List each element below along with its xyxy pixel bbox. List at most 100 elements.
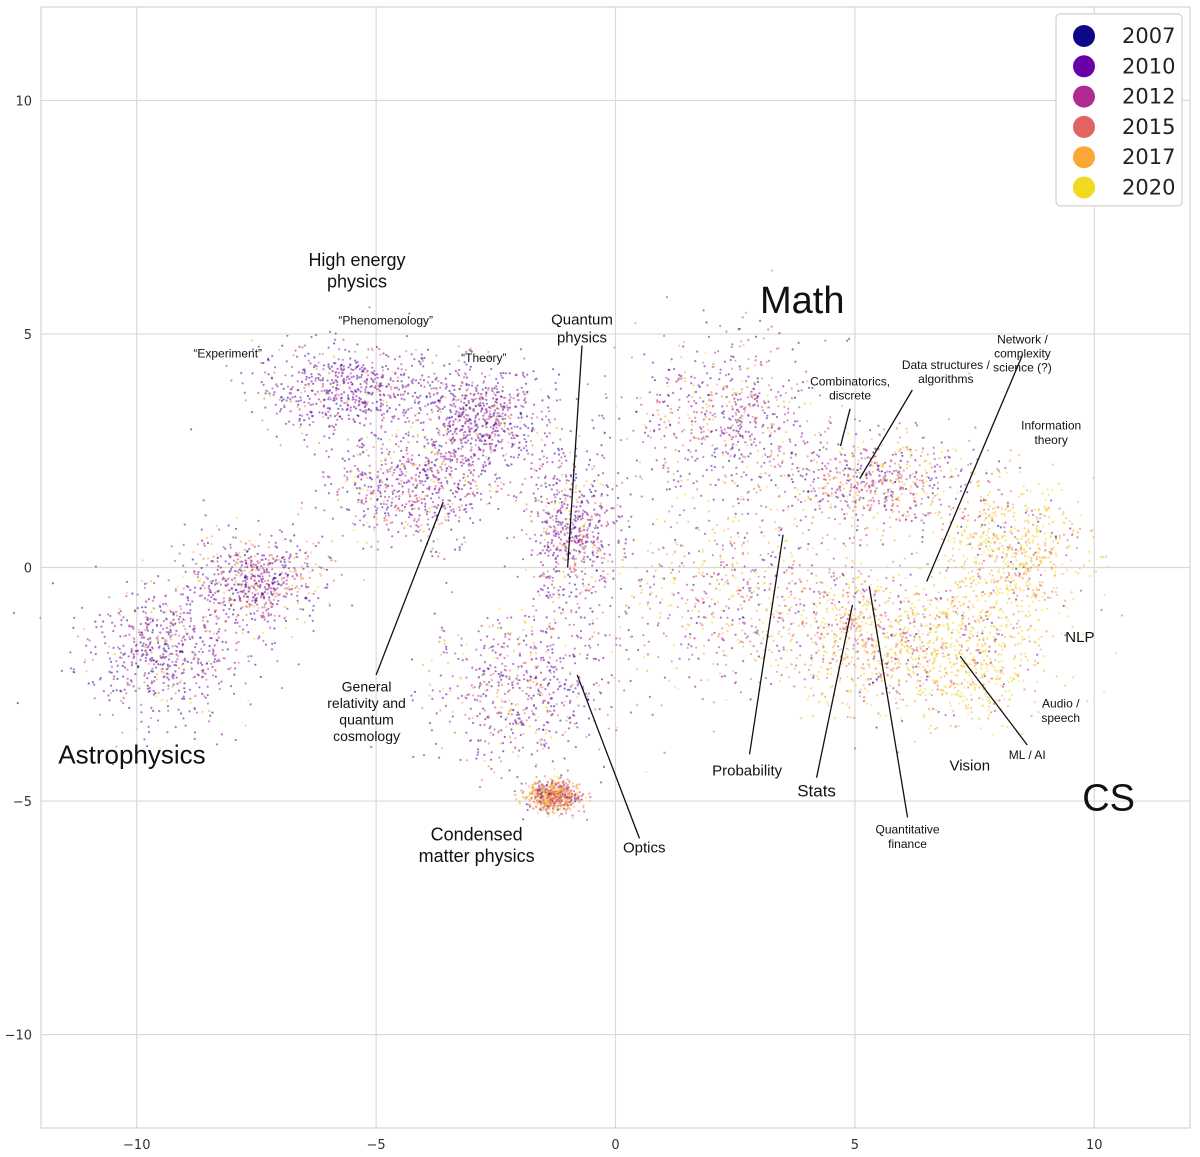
data-point: [89, 651, 92, 654]
data-point: [565, 695, 568, 698]
data-point: [381, 443, 384, 446]
data-point: [524, 782, 528, 785]
data-point: [570, 475, 573, 478]
data-point: [483, 404, 486, 407]
data-point: [212, 650, 215, 653]
data-point: [555, 399, 559, 402]
data-point: [530, 629, 533, 633]
data-point: [400, 368, 403, 371]
data-point: [534, 497, 537, 500]
data-point: [496, 657, 499, 660]
data-point: [418, 400, 421, 403]
data-point: [428, 461, 431, 464]
data-point: [198, 650, 201, 653]
data-point: [364, 391, 367, 394]
data-point: [152, 670, 155, 673]
data-point: [201, 640, 204, 643]
data-point: [458, 548, 461, 552]
data-point: [290, 587, 293, 591]
data-point: [496, 484, 499, 487]
data-point: [423, 356, 426, 360]
data-point: [322, 364, 326, 367]
data-point: [479, 518, 482, 522]
data-point: [459, 387, 462, 390]
data-point: [507, 712, 510, 715]
data-point: [280, 584, 283, 587]
data-point: [523, 447, 526, 450]
data-point: [458, 419, 461, 422]
data-point: [138, 628, 141, 631]
data-point: [141, 644, 144, 648]
data-point: [584, 522, 587, 525]
data-point: [255, 566, 258, 569]
data-point: [112, 678, 115, 681]
data-point: [461, 454, 464, 457]
data-point: [340, 364, 343, 367]
data-point: [503, 425, 506, 428]
data-point: [166, 676, 169, 679]
data-point: [181, 697, 184, 700]
data-point: [241, 619, 244, 622]
data-point: [536, 782, 539, 785]
data-point: [142, 653, 145, 656]
data-point: [415, 520, 418, 523]
data-point: [512, 722, 515, 725]
data-point: [565, 475, 568, 478]
data-point: [208, 630, 211, 633]
data-point: [98, 613, 101, 617]
data-point: [525, 796, 528, 799]
data-point: [568, 688, 571, 691]
data-point: [315, 367, 318, 371]
data-point: [536, 715, 540, 718]
data-point: [463, 376, 466, 379]
data-point: [236, 562, 239, 565]
data-point: [253, 612, 256, 615]
data-point: [449, 687, 452, 690]
data-point: [280, 571, 284, 574]
data-point: [343, 474, 346, 477]
data-point: [358, 368, 361, 371]
data-point: [289, 398, 292, 401]
data-point: [250, 560, 253, 563]
data-point: [537, 590, 540, 593]
data-point: [269, 601, 272, 604]
data-point: [581, 533, 585, 537]
data-point: [554, 496, 557, 499]
data-point: [123, 661, 126, 664]
data-point: [542, 724, 546, 727]
data-point: [313, 366, 316, 369]
data-point: [383, 495, 386, 499]
data-point: [165, 655, 168, 658]
data-point: [504, 417, 507, 420]
data-point: [195, 711, 198, 714]
data-point: [287, 587, 290, 590]
data-point: [566, 778, 569, 781]
data-point: [304, 390, 307, 393]
data-point: [458, 546, 461, 549]
data-point: [533, 428, 536, 431]
data-point: [270, 376, 273, 379]
data-point: [335, 389, 338, 392]
data-point: [263, 571, 266, 574]
data-point: [418, 475, 421, 478]
data-point: [133, 609, 137, 613]
data-point: [557, 523, 560, 526]
data-point: [477, 676, 481, 679]
data-point: [561, 608, 565, 611]
data-point: [272, 598, 275, 602]
data-point: [530, 476, 533, 479]
data-point: [418, 360, 421, 363]
data-point: [596, 555, 600, 558]
data-point: [335, 380, 338, 383]
data-point: [288, 420, 291, 423]
data-point: [401, 509, 404, 513]
data-point: [573, 655, 576, 658]
data-point: [211, 653, 215, 656]
data-point: [286, 573, 289, 577]
data-point: [418, 479, 421, 482]
data-point: [593, 512, 597, 515]
data-point: [318, 565, 321, 569]
data-point: [543, 545, 546, 548]
data-point: [569, 488, 572, 491]
data-point: [432, 441, 435, 444]
